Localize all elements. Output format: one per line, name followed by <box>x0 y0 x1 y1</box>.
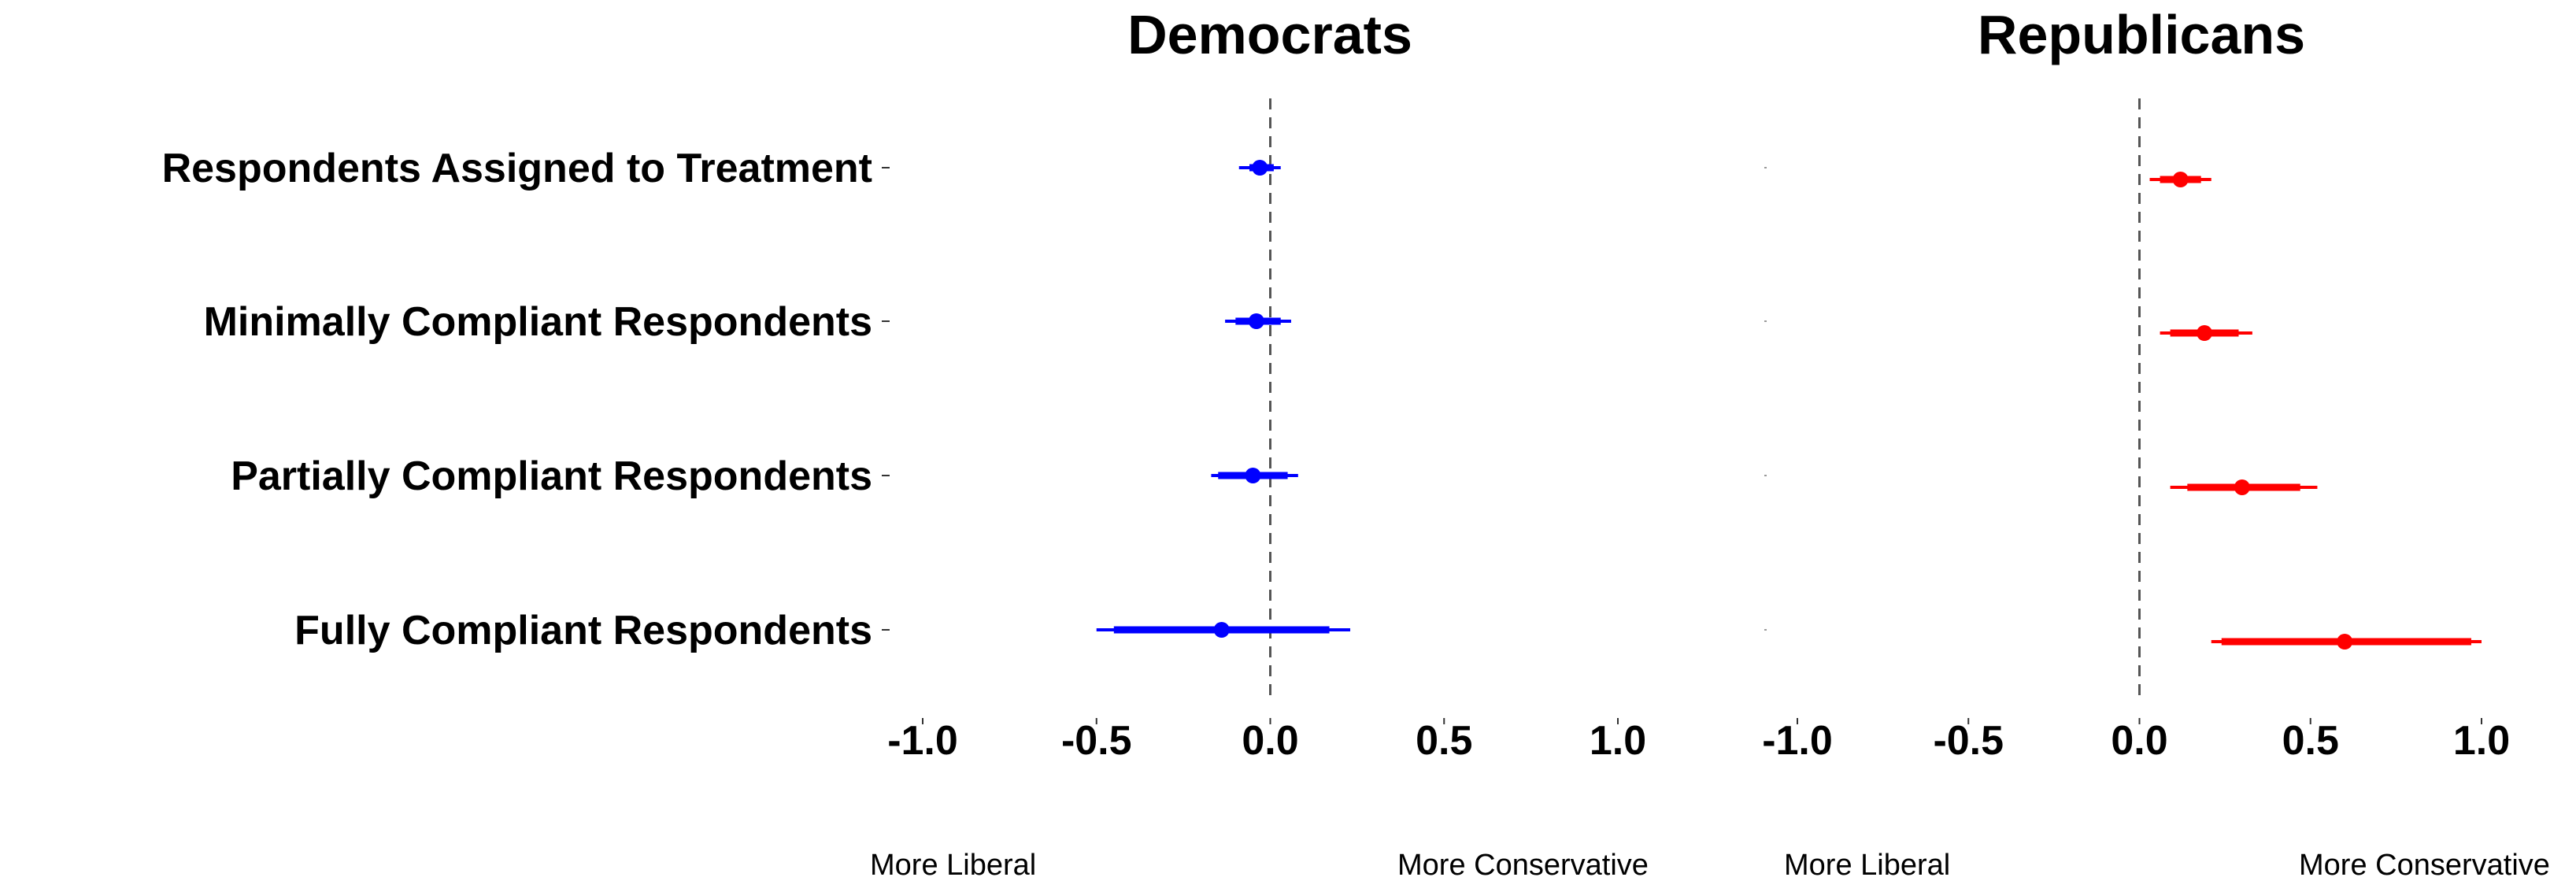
x-tick-label: -0.5 <box>1061 718 1132 764</box>
direction-label-liberal: More Liberal <box>1784 849 1950 882</box>
row-label: Minimally Compliant Respondents <box>204 299 872 345</box>
estimate-point <box>1245 468 1261 483</box>
row-label: Fully Compliant Respondents <box>294 608 872 653</box>
panel-title: Republicans <box>1978 4 2305 65</box>
row-label: Partially Compliant Respondents <box>231 453 872 499</box>
x-tick-label: 0.0 <box>2111 718 2167 764</box>
x-tick-label: -1.0 <box>887 718 958 764</box>
estimate-point <box>1252 160 1268 176</box>
x-tick-label: -1.0 <box>1762 718 1833 764</box>
x-tick-label: 0.5 <box>2282 718 2339 764</box>
panel-title: Democrats <box>1127 4 1412 65</box>
panel-republicans: Republicans -1.0 -0.5 0.0 0.5 1.0 More Liberal… <box>1762 4 2550 882</box>
estimate-point <box>1213 622 1230 638</box>
panel-democrats: Democrats -1.0 -0.5 0.0 0.5 1.0 More Liberal Mo… <box>870 4 1649 882</box>
estimate-point <box>2172 172 2189 187</box>
x-tick-label: -0.5 <box>1933 718 2004 764</box>
estimate-point <box>1248 313 1264 329</box>
x-tick-label: 0.0 <box>1242 718 1298 764</box>
direction-label-conservative: More Conservative <box>2299 849 2550 882</box>
direction-label-conservative: More Conservative <box>1397 849 1649 882</box>
estimate-point <box>2197 325 2213 341</box>
row-labels: Respondents Assigned to Treatment Minimal… <box>162 146 890 653</box>
estimate-point <box>2234 479 2250 495</box>
row-label: Respondents Assigned to Treatment <box>162 146 872 191</box>
x-tick-label: 1.0 <box>1590 718 1646 764</box>
x-tick-label: 1.0 <box>2453 718 2510 764</box>
x-tick-label: 0.5 <box>1416 718 1472 764</box>
direction-label-liberal: More Liberal <box>870 849 1036 882</box>
estimate-point <box>2337 634 2353 650</box>
